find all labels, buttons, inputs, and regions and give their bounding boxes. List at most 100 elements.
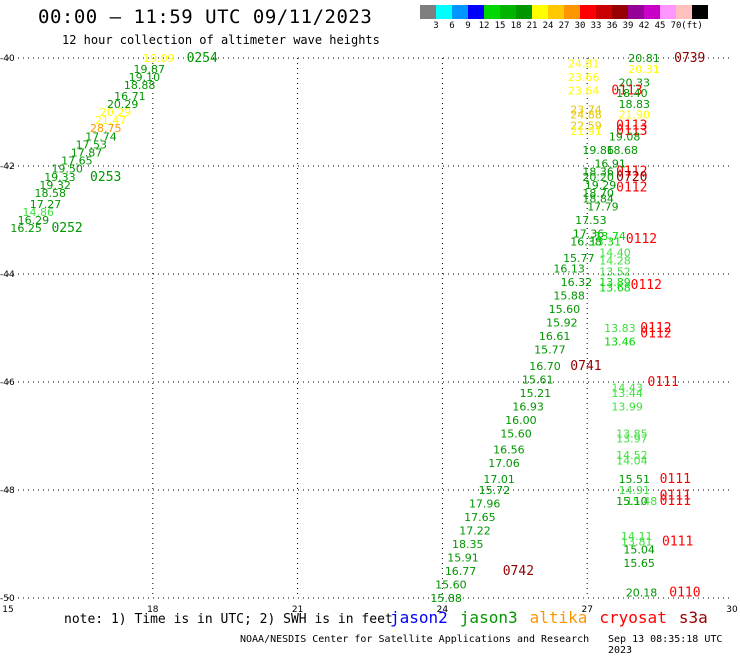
y-tick-label: -42	[0, 162, 15, 172]
wave-height-label: 17.65	[464, 511, 496, 524]
satellite-legend-item: s3a	[678, 608, 708, 627]
wave-height-label: 13.85	[616, 427, 648, 440]
pass-time-label: 0112	[626, 232, 657, 247]
wave-height-label: 16.13	[553, 263, 585, 276]
pass-time-label: 0112	[616, 164, 647, 179]
x-tick-label: 21	[292, 605, 303, 615]
x-tick-label: 18	[147, 605, 159, 615]
wave-height-label: 17.74	[85, 130, 117, 143]
wave-height-label: 20.29	[107, 98, 138, 111]
satellite-legend-item: cryosat	[599, 608, 667, 627]
wave-height-label: 13.44	[611, 387, 643, 400]
wave-height-label: 17.65	[61, 155, 93, 168]
pass-time-label: 0252	[51, 221, 82, 236]
y-tick-label: -48	[0, 486, 15, 496]
pass-time-label: 0253	[90, 170, 121, 185]
y-tick-label: -50	[0, 594, 15, 604]
wave-height-label: 20.31	[628, 63, 660, 76]
wave-height-label: 18.35	[452, 538, 484, 551]
color-scale-label: 6	[449, 21, 455, 31]
wave-height-label: 16.93	[512, 400, 544, 413]
wave-height-label: 16.32	[561, 276, 593, 289]
wave-height-label: 15.60	[500, 427, 532, 440]
wave-height-label: 19.50	[51, 163, 83, 176]
color-scale-label: 36	[606, 21, 618, 31]
wave-height-label: 16.25	[10, 222, 42, 235]
wave-height-label: 14.86	[22, 206, 54, 219]
pass-time-label: 0111	[648, 375, 679, 390]
color-swatch	[676, 5, 692, 19]
color-swatch	[548, 5, 564, 19]
wave-height-label: 18.36	[582, 165, 614, 178]
color-swatch	[580, 5, 596, 19]
color-scale-label: 15	[494, 21, 506, 31]
y-tick-label: -46	[0, 378, 15, 388]
wave-height-label: 15.61	[522, 373, 554, 386]
wave-height-label: 15.65	[623, 557, 655, 570]
pass-time-label: 0254	[187, 51, 218, 66]
wave-height-label: 16.00	[505, 414, 537, 427]
pass-time-label: 0739	[674, 51, 705, 66]
wave-height-label: 15.92	[546, 317, 578, 330]
color-scale-label: 39	[622, 21, 634, 31]
wave-height-label: 20.33	[619, 76, 651, 89]
wave-height-label: 15.21	[520, 387, 552, 400]
wave-height-label: 17.06	[488, 457, 519, 470]
wave-height-label: 16.91	[594, 157, 626, 170]
wave-height-label: 14.91	[619, 484, 651, 497]
wave-height-label: 19.08	[609, 130, 641, 143]
wave-height-label: 18.70	[582, 187, 614, 200]
wave-height-label: 15.60	[549, 303, 581, 316]
color-swatch	[644, 5, 660, 19]
wave-height-label: 13.89	[599, 276, 631, 289]
wave-height-label: 13.31	[590, 236, 622, 249]
wave-height-label: 17.01	[483, 473, 514, 486]
wave-height-label: 13.74	[594, 230, 626, 243]
wave-height-label: 15.72	[479, 484, 511, 497]
color-scale-label: 45	[654, 21, 666, 31]
pass-time-label: 0112	[616, 181, 647, 196]
wave-height-label: 14.52	[616, 449, 648, 462]
wave-height-label: 21.47	[95, 114, 127, 127]
map-title: 00:00 – 11:59 UTC 09/11/2023	[38, 6, 373, 28]
wave-height-label: 14.11	[621, 530, 653, 543]
wave-height-label: 13.68	[599, 282, 631, 295]
wave-height-label: 19.09	[143, 52, 175, 65]
footer-timestamp: Sep 13 08:35:18 UTC 2023	[608, 634, 723, 656]
wave-height-label: 16.61	[539, 330, 571, 343]
wave-height-label: 19.10	[129, 71, 161, 84]
wave-height-label: 18.83	[619, 98, 651, 111]
pass-time-label: 0111	[660, 488, 691, 503]
wave-height-label: 19.33	[44, 171, 75, 184]
wave-height-label: 13.81	[621, 535, 653, 548]
color-scale-label: 42	[638, 21, 650, 31]
wave-height-label: 17.22	[459, 525, 491, 538]
color-swatch	[436, 5, 452, 19]
color-scale-label: (ft)	[681, 21, 703, 31]
wave-height-label: 24.81	[568, 57, 600, 70]
wave-height-label: 15.10	[616, 495, 648, 508]
map-subtitle: 12 hour collection of altimeter wave hei…	[62, 33, 380, 47]
wave-height-label: 23.64	[568, 84, 600, 97]
color-swatch	[452, 5, 468, 19]
color-scale-label: 27	[558, 21, 570, 31]
x-tick-label: 30	[726, 605, 738, 615]
wave-height-label: 17.79	[587, 201, 619, 214]
pass-time-label: 0112	[640, 321, 671, 336]
wave-height-label: 16.38	[570, 236, 602, 249]
wave-height-label: 19.86	[582, 144, 614, 157]
y-tick-label: -40	[0, 54, 15, 64]
color-swatch	[612, 5, 628, 19]
wave-height-label: 16.29	[18, 214, 50, 227]
wave-height-label: 17.87	[71, 147, 103, 160]
color-swatch	[596, 5, 612, 19]
wave-height-label: 17.27	[30, 198, 62, 211]
wave-height-label: 17.36	[573, 228, 605, 241]
wave-height-label: 18.58	[35, 187, 66, 200]
wave-height-label: 13.52	[599, 265, 631, 278]
wave-height-label: 14.04	[616, 454, 648, 467]
wave-height-label: 16.71	[114, 90, 146, 103]
color-swatch	[500, 5, 516, 19]
color-swatch	[516, 5, 532, 19]
pass-time-label: 0110	[669, 586, 700, 601]
